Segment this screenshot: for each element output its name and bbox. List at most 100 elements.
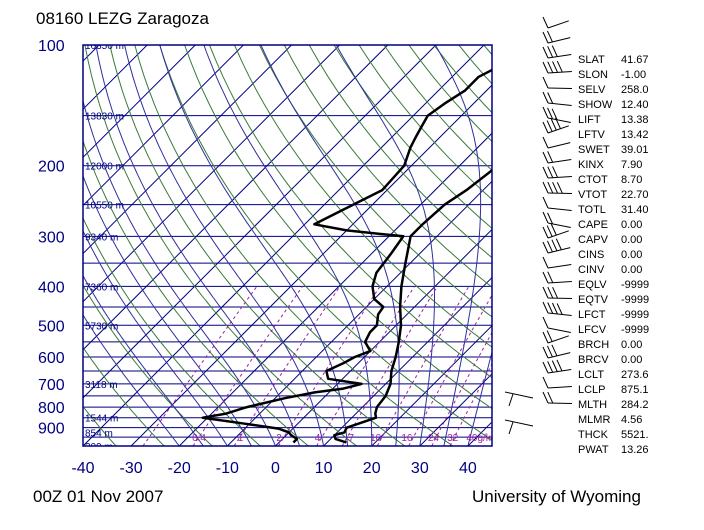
index-row: MLMR 4.56 (578, 413, 696, 428)
wind-barb (542, 359, 572, 374)
wind-barb-feather (542, 91, 549, 104)
plot-frame (82, 44, 493, 447)
wind-barb (504, 391, 534, 407)
index-name: LFCV (578, 324, 607, 336)
wind-barb (542, 91, 572, 106)
moist-adiabat-line (83, 314, 180, 446)
index-value: 12.40 (621, 99, 649, 111)
wind-barb-feather (542, 106, 549, 119)
wind-barb (542, 181, 572, 195)
wind-barb-feather (547, 61, 554, 73)
wind-barb-feather (542, 196, 549, 209)
wind-barb-feather (551, 360, 558, 372)
moist-adiabat-line (83, 98, 276, 446)
wind-barb-feather (547, 286, 554, 299)
index-name: BRCV (578, 354, 609, 366)
wind-barb-feather (542, 46, 549, 59)
wind-barb-feather (542, 136, 549, 149)
index-row: LFTV 13.42 (578, 128, 696, 143)
isotherm-line (178, 132, 492, 446)
mixing-ratio-label: 16 (401, 433, 413, 444)
index-row: VTOT 22.70 (578, 188, 696, 203)
wind-barb-staff (547, 117, 571, 123)
dry-adiabat-line (258, 45, 492, 318)
wind-barb-feather (542, 256, 549, 269)
isotherm-line (371, 324, 492, 446)
isotherm-line (83, 45, 196, 159)
height-label: 209 m (85, 442, 113, 453)
wind-barb-feather (542, 376, 549, 389)
index-value: 4.56 (621, 414, 643, 426)
source-credit: University of Wyoming (472, 487, 641, 506)
pressure-tick-label: 500 (38, 318, 65, 335)
index-value: 5521. (621, 429, 649, 441)
wind-barb-staff (547, 102, 572, 106)
wind-barb-feather (542, 31, 549, 44)
dry-adiabat-line (234, 45, 492, 348)
dry-adiabat-line (83, 346, 165, 446)
index-name: SWET (578, 144, 610, 156)
mixing-ratio-line (376, 286, 470, 446)
wind-barb-feather (542, 346, 549, 359)
pressure-tick-label: 400 (38, 279, 65, 296)
index-row: SHOW 12.40 (578, 98, 696, 113)
dry-adiabat-line (308, 45, 492, 259)
wind-barb (542, 151, 572, 164)
wind-barb-feather (542, 271, 549, 284)
index-value: 0.00 (621, 354, 643, 366)
index-name: LCLT (578, 369, 605, 381)
dewpoint-line (201, 68, 492, 444)
isotherm-line (83, 45, 244, 207)
wind-barb-staff (547, 20, 569, 29)
index-value: 39.01 (621, 144, 649, 156)
dry-adiabat-line (209, 45, 492, 379)
wind-barb-staff (547, 385, 572, 389)
mixing-ratio-label: 1 (238, 433, 244, 444)
wind-barb (542, 196, 572, 211)
observation-time: 00Z 01 Nov 2007 (33, 487, 164, 506)
wind-barb-feather (556, 303, 563, 315)
pressure-tick-label: 200 (38, 159, 65, 176)
index-value: 0.00 (621, 234, 643, 246)
isotherm-line (83, 45, 485, 446)
wind-barb-staff (547, 369, 572, 374)
index-name: EQTV (578, 294, 608, 306)
wind-barb-staff (547, 335, 569, 344)
wind-barb-feather (547, 107, 554, 120)
wind-barb-staff (547, 87, 572, 90)
dry-adiabat-line (83, 405, 117, 446)
station-title: 08160 LEZG Zaragoza (36, 9, 209, 28)
index-value: 0.00 (621, 219, 643, 231)
index-value: 13.26 (621, 444, 649, 456)
index-name: EQLV (578, 279, 607, 291)
mixing-ratio-line (408, 294, 492, 446)
index-row: TOTL 31.40 (578, 203, 696, 218)
wind-barb-feather (508, 393, 514, 407)
wind-barb-feather (546, 225, 553, 237)
index-name: THCK (578, 429, 608, 441)
mixing-ratio-label: 10 (370, 433, 382, 444)
wind-barb-feather (542, 181, 549, 194)
wind-barb-feather (547, 181, 554, 194)
stability-indices-table: SLAT 41.67 SLON -1.00 SELV 258.0 SHOW 12.40 LIFT… (578, 53, 696, 458)
wind-barbs (504, 16, 572, 435)
wind-barb-feather (551, 45, 558, 57)
wind-barb-staff (547, 327, 571, 333)
wind-barb-feather (552, 181, 559, 194)
isotherm-line (419, 373, 492, 446)
wind-barb-feather (542, 61, 549, 74)
wind-barb-feather (551, 239, 558, 252)
index-row: SELV 258.0 (578, 83, 696, 98)
pressure-tick-label: 900 (38, 421, 65, 438)
height-label: 13830 m (85, 112, 124, 123)
wind-barb-feather (546, 330, 553, 342)
mixing-ratio-label: 7 (348, 433, 354, 444)
wind-barb-feather (542, 76, 549, 89)
wind-barb (542, 117, 569, 134)
profile-clip-group (201, 68, 492, 444)
dry-adiabat-line (159, 45, 492, 441)
dry-adiabat-line (333, 45, 492, 230)
pressure-tick-label: 100 (38, 38, 65, 55)
index-row: CINV 0.00 (578, 263, 696, 278)
